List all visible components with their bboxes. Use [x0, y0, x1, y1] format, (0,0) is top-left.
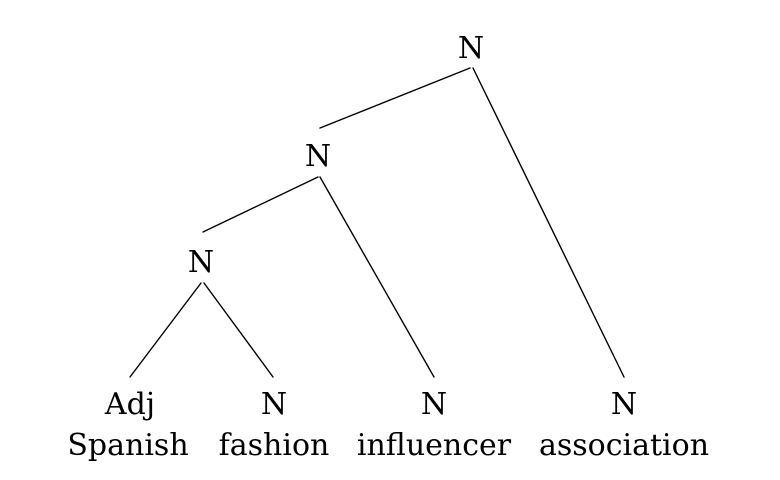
- edge-root-to-mid: [319, 67, 471, 129]
- node-label-low: N: [188, 245, 214, 280]
- word-association: association: [539, 428, 709, 463]
- node-label-root: N: [458, 31, 484, 66]
- leaf-category-adj: Adj: [104, 387, 155, 422]
- word-spanish: Spanish: [67, 428, 188, 463]
- edge-low-to-adj: [129, 282, 202, 378]
- edge-mid-to-influencer: [319, 176, 435, 378]
- leaf-category-association: N: [611, 387, 637, 422]
- node-label-mid: N: [305, 139, 331, 174]
- edge-mid-to-low: [202, 176, 319, 233]
- edge-low-to-fashion: [203, 282, 274, 378]
- word-fashion: fashion: [219, 428, 330, 463]
- leaf-category-fashion: N: [261, 387, 287, 422]
- word-influencer: influencer: [357, 428, 512, 463]
- edge-root-to-association: [472, 67, 625, 378]
- leaf-category-influencer: N: [421, 387, 447, 422]
